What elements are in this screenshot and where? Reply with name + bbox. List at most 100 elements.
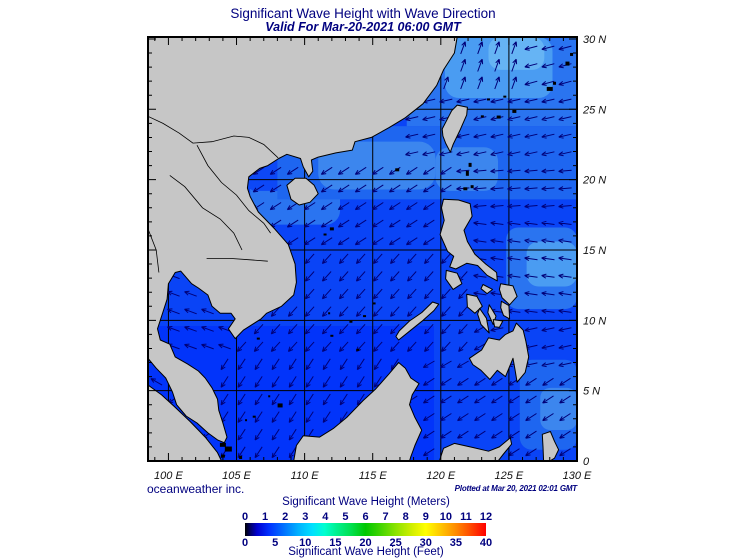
islet bbox=[553, 81, 557, 85]
lat-label: 20 N bbox=[582, 175, 606, 187]
islet bbox=[356, 348, 360, 351]
land-luzon bbox=[439, 198, 498, 282]
land-mindoro bbox=[445, 269, 463, 290]
lat-label: 15 N bbox=[583, 245, 606, 257]
legend-tick-feet: 40 bbox=[480, 537, 492, 549]
islet bbox=[486, 98, 490, 101]
islet bbox=[496, 115, 501, 119]
legend-title-feet: Significant Wave Height (Feet) bbox=[288, 546, 444, 558]
legend-tick-feet: 15 bbox=[329, 537, 341, 549]
islet bbox=[256, 337, 260, 340]
lat-label: 30 N bbox=[583, 34, 606, 46]
islet bbox=[565, 61, 570, 66]
legend-tick-meters: 3 bbox=[302, 511, 308, 523]
islet bbox=[363, 315, 367, 318]
islet bbox=[252, 415, 256, 418]
legend-tick-meters: 11 bbox=[460, 511, 472, 523]
islet bbox=[480, 115, 484, 118]
lon-label: 115 E bbox=[359, 470, 388, 482]
lon-label: 120 E bbox=[426, 470, 455, 482]
country-border bbox=[196, 145, 271, 234]
legend-tick-meters: 2 bbox=[282, 511, 288, 523]
islet bbox=[323, 233, 327, 236]
islet bbox=[330, 334, 334, 337]
islet bbox=[224, 446, 232, 452]
islet bbox=[372, 302, 376, 305]
land-bohol bbox=[492, 319, 504, 328]
legend-tick-meters: 6 bbox=[362, 511, 368, 523]
legend-tick-feet: 25 bbox=[390, 537, 402, 549]
lat-label: 0 bbox=[583, 456, 590, 468]
legend-tick-meters: 0 bbox=[242, 511, 248, 523]
lon-label: 105 E bbox=[222, 470, 251, 482]
islet bbox=[470, 185, 474, 189]
land-samar bbox=[498, 283, 518, 306]
lon-label: 130 E bbox=[563, 470, 592, 482]
country-border bbox=[148, 115, 279, 159]
islet bbox=[268, 395, 271, 398]
map-layers bbox=[148, 37, 577, 461]
legend-tick-meters: 4 bbox=[322, 511, 329, 523]
legend-tick-meters: 7 bbox=[383, 511, 389, 523]
legend-tick-meters: 5 bbox=[342, 511, 348, 523]
land-negros bbox=[477, 307, 490, 334]
legend-tick-feet: 30 bbox=[420, 537, 432, 549]
axis-ticks bbox=[148, 37, 577, 461]
islet bbox=[512, 109, 517, 113]
lat-label: 10 N bbox=[583, 315, 606, 327]
legend-colorbar: 0 1 2 3 4 5 6 7 8 9 10 11 120 5 10 15 20 25 30 35 40 bbox=[242, 511, 492, 549]
legend-tick-feet: 10 bbox=[299, 537, 311, 549]
islet bbox=[219, 442, 226, 447]
land-mindanao bbox=[468, 322, 530, 383]
land-halmahera bbox=[541, 431, 560, 461]
land-sumatra bbox=[148, 384, 222, 461]
islet bbox=[245, 419, 248, 422]
legend-tick-meters: 1 bbox=[262, 511, 268, 523]
lon-label: 100 E bbox=[154, 470, 183, 482]
lon-label: 125 E bbox=[495, 470, 524, 482]
legend-tick-meters: 8 bbox=[403, 511, 409, 523]
land-taiwan bbox=[441, 104, 468, 153]
wave-direction-arrows bbox=[150, 41, 572, 459]
country-border bbox=[206, 257, 268, 262]
legend-tick-meters: 12 bbox=[480, 511, 492, 523]
islet bbox=[277, 403, 283, 408]
land-masbate bbox=[480, 284, 494, 295]
legend-tick-meters: 10 bbox=[440, 511, 452, 523]
legend-tick-feet: 5 bbox=[272, 537, 278, 549]
islet bbox=[239, 455, 243, 459]
lon-label: 110 E bbox=[291, 470, 320, 482]
islet bbox=[465, 170, 469, 176]
lat-label: 5 N bbox=[583, 386, 600, 398]
islet bbox=[328, 312, 331, 315]
legend-title-meters: Significant Wave Height (Meters) bbox=[282, 496, 450, 508]
lat-label: 25 N bbox=[582, 104, 606, 116]
islet bbox=[503, 95, 507, 98]
land-palawan bbox=[395, 301, 440, 341]
legend-tick-feet: 0 bbox=[242, 537, 248, 549]
map-frame bbox=[147, 36, 578, 462]
country-border bbox=[169, 175, 243, 251]
land-hainan bbox=[286, 177, 319, 206]
chart-subtitle: Valid For Mar-20-2021 06:00 GMT bbox=[265, 20, 461, 34]
islet bbox=[349, 320, 353, 323]
land-layer bbox=[148, 37, 574, 461]
legend-tick-feet: 35 bbox=[450, 537, 462, 549]
islet bbox=[463, 187, 468, 191]
plotted-timestamp: Plotted at Mar 20, 2021 02:01 GMT bbox=[454, 484, 578, 493]
land-sulawesi bbox=[438, 437, 513, 461]
legend-tick-meters: 9 bbox=[423, 511, 429, 523]
legend-tick-feet: 20 bbox=[359, 537, 371, 549]
islet bbox=[395, 168, 400, 172]
chart-title: Significant Wave Height with Wave Direct… bbox=[230, 6, 496, 21]
land-borneo bbox=[293, 362, 423, 461]
land-leyte bbox=[500, 300, 511, 320]
islet bbox=[220, 454, 225, 458]
islet bbox=[546, 86, 553, 91]
islet bbox=[468, 162, 472, 167]
islet bbox=[329, 227, 334, 231]
credit-text: oceanweather inc. bbox=[147, 482, 245, 496]
colorbar-gradient bbox=[245, 523, 486, 536]
